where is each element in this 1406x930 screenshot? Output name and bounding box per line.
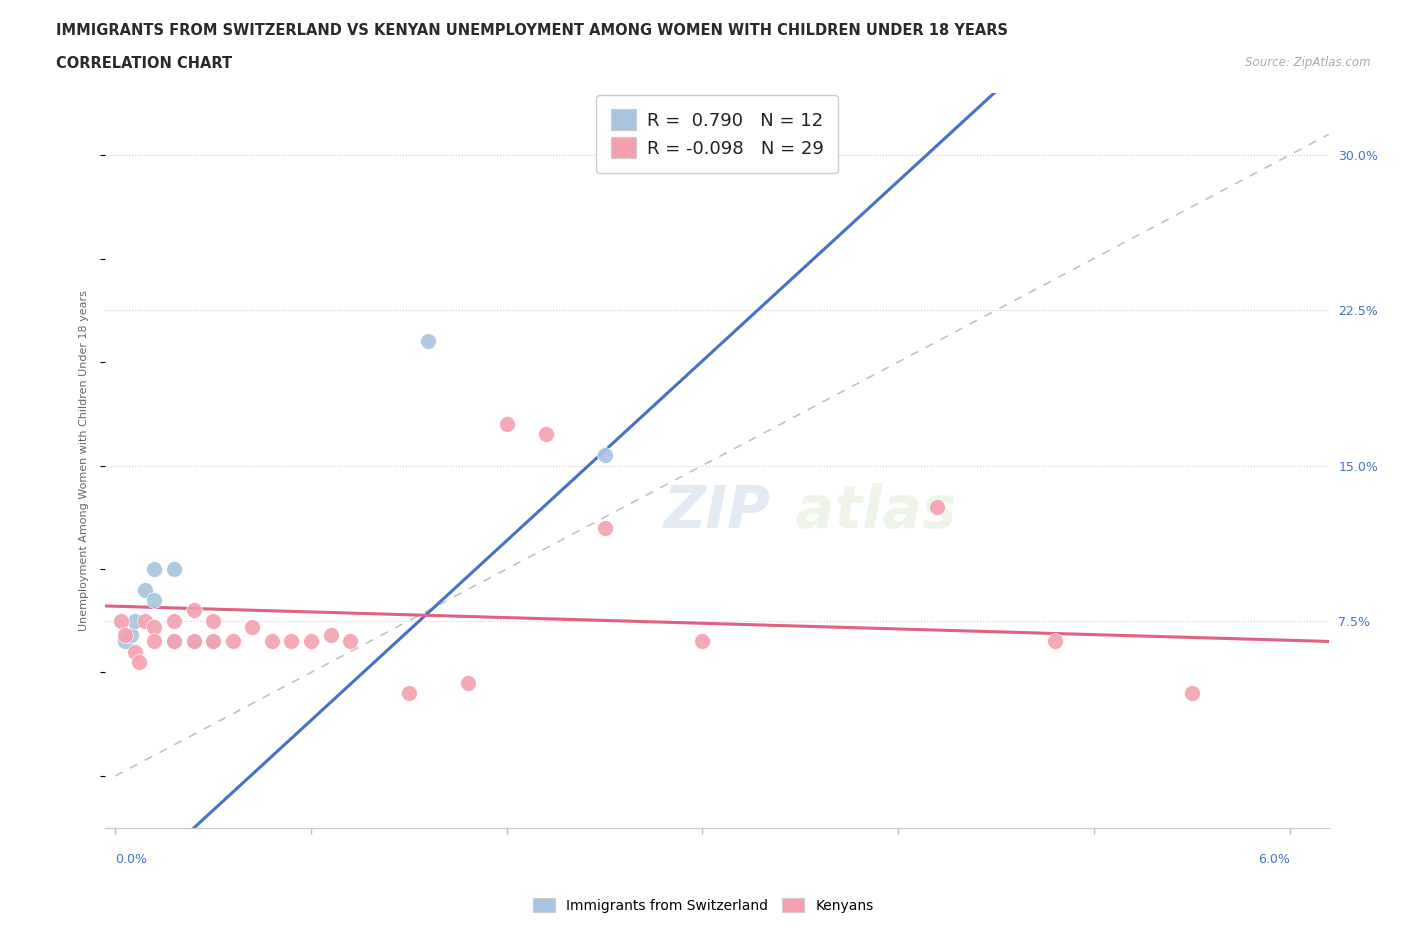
Point [163,562,186,577]
Point [120,628,142,643]
Point [319,628,342,643]
Y-axis label: Unemployment Among Women with Children Under 18 years: Unemployment Among Women with Children U… [80,290,90,631]
Point [183,603,205,618]
Text: 0.0%: 0.0% [115,853,148,866]
Point [143,634,166,649]
Point [339,634,361,649]
Point [114,628,136,643]
Point [1181,685,1204,700]
Point [143,562,166,577]
Point [260,634,283,649]
Point [593,520,616,535]
Text: ZIP: ZIP [664,484,770,540]
Point [202,634,225,649]
Text: 6.0%: 6.0% [1257,853,1289,866]
Point [110,613,132,628]
Point [280,634,302,649]
Point [299,634,322,649]
Point [202,613,225,628]
Point [457,675,479,690]
Point [183,634,205,649]
Point [418,334,440,349]
Point [183,634,205,649]
Point [128,655,150,670]
Point [495,417,517,432]
Point [143,592,166,607]
Point [593,447,616,462]
Point [202,634,225,649]
Point [124,613,146,628]
Point [124,644,146,659]
Point [163,634,186,649]
Text: CORRELATION CHART: CORRELATION CHART [56,56,232,71]
Legend: R =  0.790   N = 12, R = -0.098   N = 29: R = 0.790 N = 12, R = -0.098 N = 29 [596,95,838,172]
Point [163,634,186,649]
Point [114,634,136,649]
Legend: Immigrants from Switzerland, Kenyans: Immigrants from Switzerland, Kenyans [527,893,879,919]
Point [143,619,166,634]
Point [134,582,156,597]
Point [240,619,263,634]
Point [927,499,949,514]
Point [534,427,557,442]
Text: atlas: atlas [796,484,956,540]
Point [221,634,243,649]
Point [692,634,714,649]
Text: IMMIGRANTS FROM SWITZERLAND VS KENYAN UNEMPLOYMENT AMONG WOMEN WITH CHILDREN UND: IMMIGRANTS FROM SWITZERLAND VS KENYAN UN… [56,23,1008,38]
Point [163,613,186,628]
Point [1043,634,1066,649]
Point [398,685,420,700]
Text: Source: ZipAtlas.com: Source: ZipAtlas.com [1246,56,1371,69]
Point [134,613,156,628]
